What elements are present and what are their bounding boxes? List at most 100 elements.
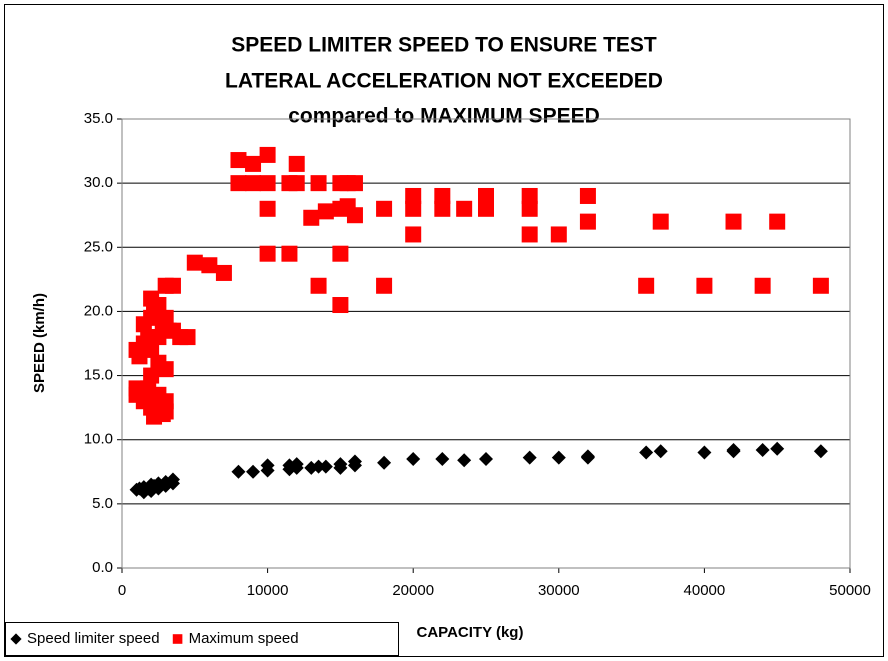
marker [317, 203, 334, 220]
marker [230, 175, 247, 192]
legend-marker [172, 634, 183, 644]
marker [310, 175, 327, 192]
marker [478, 187, 494, 204]
marker [346, 207, 363, 224]
marker [521, 226, 538, 243]
marker [377, 455, 392, 470]
marker [157, 361, 174, 378]
marker [333, 460, 348, 475]
marker [726, 442, 741, 457]
y-tick-label: 35.0 [84, 110, 113, 127]
marker [288, 155, 305, 172]
marker [405, 200, 422, 217]
marker [376, 277, 393, 294]
marker [580, 450, 595, 465]
marker [579, 187, 596, 204]
marker [215, 264, 232, 281]
marker [697, 445, 712, 460]
y-tick-label: 15.0 [84, 367, 113, 384]
marker [259, 175, 276, 192]
marker [245, 175, 262, 192]
marker [755, 442, 770, 457]
marker [164, 277, 181, 294]
marker [332, 245, 349, 262]
marker [260, 463, 275, 478]
marker [346, 175, 363, 192]
marker [579, 213, 596, 230]
marker [310, 277, 327, 294]
marker [157, 403, 174, 420]
marker [522, 450, 537, 465]
marker [289, 457, 304, 472]
marker [246, 464, 261, 479]
marker [303, 209, 320, 226]
plot-area [121, 118, 851, 569]
marker [259, 146, 276, 163]
chart-title: compared to MAXIMUM SPEED [288, 105, 600, 128]
marker [201, 257, 218, 274]
marker [311, 459, 326, 474]
marker [550, 226, 567, 243]
marker [754, 277, 771, 294]
x-tick-label: 0 [118, 582, 126, 599]
marker [638, 277, 655, 294]
marker [332, 297, 349, 314]
y-axis-title: SPEED (km/h) [31, 293, 48, 393]
y-tick-label: 5.0 [92, 495, 113, 512]
y-tick-label: 0.0 [92, 559, 113, 576]
marker [405, 226, 422, 243]
legend-marker [10, 633, 22, 645]
marker [281, 245, 298, 262]
marker [770, 441, 785, 456]
marker [157, 309, 174, 326]
legend-label: Speed limiter speed [27, 630, 160, 647]
marker [230, 152, 247, 169]
marker [288, 175, 305, 192]
marker [259, 245, 276, 262]
marker [457, 453, 472, 468]
marker [406, 451, 421, 466]
marker [551, 450, 566, 465]
marker [639, 445, 654, 460]
marker [478, 200, 494, 217]
x-tick-label: 40000 [684, 582, 726, 599]
marker [143, 367, 160, 384]
chart-title: SPEED LIMITER SPEED TO ENSURE TEST [231, 34, 657, 57]
marker [521, 200, 538, 217]
marker [725, 213, 742, 230]
marker [653, 444, 668, 459]
legend-box [5, 622, 399, 656]
y-tick-label: 20.0 [84, 302, 113, 319]
marker [812, 277, 829, 294]
marker [652, 213, 669, 230]
y-tick-label: 25.0 [84, 238, 113, 255]
marker [150, 297, 167, 314]
y-tick-label: 10.0 [84, 431, 113, 448]
marker [479, 451, 493, 466]
marker [434, 187, 451, 204]
marker [813, 444, 828, 459]
marker [165, 476, 180, 491]
x-tick-label: 30000 [538, 582, 580, 599]
marker [231, 464, 246, 479]
marker [318, 459, 333, 474]
y-tick-label: 30.0 [84, 174, 113, 191]
marker [434, 200, 451, 217]
marker [245, 155, 262, 172]
marker [186, 254, 203, 271]
x-tick-label: 20000 [392, 582, 434, 599]
marker [435, 451, 450, 466]
marker [521, 187, 538, 204]
x-tick-label: 50000 [829, 582, 871, 599]
x-tick-label: 10000 [247, 582, 289, 599]
marker [696, 277, 713, 294]
marker [456, 200, 473, 217]
marker [143, 341, 160, 358]
marker [769, 213, 786, 230]
marker [179, 329, 196, 346]
legend-label: Maximum speed [189, 630, 299, 647]
marker [376, 200, 393, 217]
marker [259, 200, 276, 217]
marker [347, 458, 362, 473]
